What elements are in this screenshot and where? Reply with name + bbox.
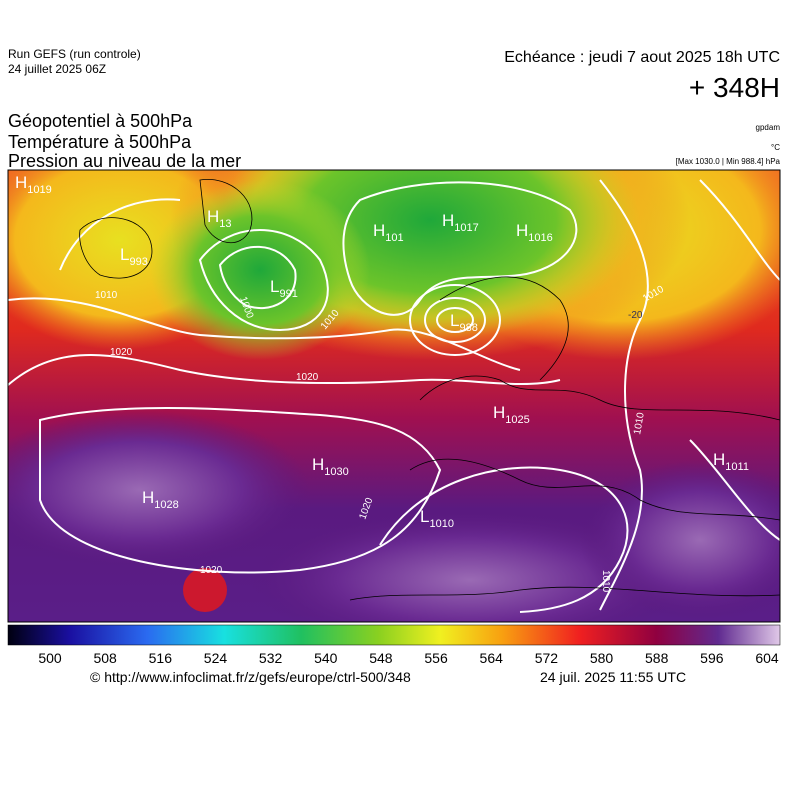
colorbar-label: 588 xyxy=(645,650,669,666)
pressure-center: L988 xyxy=(450,311,478,334)
pressure-center: H1017 xyxy=(442,211,479,234)
pressure-center: H1025 xyxy=(493,403,530,426)
center-letter: L xyxy=(450,311,459,330)
center-letter: H xyxy=(713,450,725,469)
center-value: 1016 xyxy=(528,232,552,244)
colorbar xyxy=(7,624,781,646)
field-title: Pression au niveau de la mer xyxy=(8,151,241,171)
center-value: 1017 xyxy=(454,222,478,234)
center-value: 1019 xyxy=(27,184,51,196)
run-date: 24 juillet 2025 06Z xyxy=(8,62,106,76)
center-value: 1028 xyxy=(154,499,178,511)
pressure-center: H1028 xyxy=(142,488,179,511)
colorbar-label: 532 xyxy=(259,650,283,666)
map xyxy=(8,170,780,622)
isobar-label: 1020 xyxy=(200,565,223,576)
center-letter: L xyxy=(120,245,129,264)
map-frame xyxy=(7,169,781,623)
unit: [Max 1030.0 | Min 988.4] hPa xyxy=(676,157,781,166)
center-letter: H xyxy=(142,488,154,507)
colorbar-label: 572 xyxy=(535,650,559,666)
center-value: 1010 xyxy=(429,518,453,530)
center-letter: H xyxy=(516,221,528,240)
pressure-center: H1016 xyxy=(516,221,553,244)
center-value: 991 xyxy=(279,288,297,300)
colorbar-label: 508 xyxy=(93,650,117,666)
source-url: © http://www.infoclimat.fr/z/gefs/europe… xyxy=(90,669,411,685)
isobar-label: 1010 xyxy=(600,570,611,593)
center-value: 13 xyxy=(219,218,231,230)
center-letter: H xyxy=(15,173,27,192)
forecast-time: Echéance : jeudi 7 aout 2025 18h UTC xyxy=(504,49,780,66)
center-letter: L xyxy=(270,277,279,296)
center-letter: H xyxy=(312,455,324,474)
pressure-center: H101 xyxy=(373,221,404,244)
pressure-center: H13 xyxy=(207,207,232,230)
pressure-center: L1010 xyxy=(420,507,454,530)
field-title: Géopotentiel à 500hPa xyxy=(8,111,193,131)
unit: gpdam xyxy=(756,123,781,132)
colorbar-label: 564 xyxy=(480,650,504,666)
center-letter: H xyxy=(207,207,219,226)
isobar-label: -20 xyxy=(628,310,643,321)
generated-time: 24 juil. 2025 11:55 UTC xyxy=(540,669,686,685)
isobar-label: 1010 xyxy=(632,411,647,435)
field-title: Température à 500hPa xyxy=(8,132,192,152)
center-letter: H xyxy=(373,221,385,240)
center-value: 988 xyxy=(459,322,477,334)
pressure-center: H1019 xyxy=(15,173,52,196)
isobar-label: 1010 xyxy=(95,290,118,301)
colorbar-label: 548 xyxy=(369,650,393,666)
isobar-label: 1020 xyxy=(296,372,319,383)
center-letter: H xyxy=(442,211,454,230)
center-letter: L xyxy=(420,507,429,526)
center-value: 1030 xyxy=(324,466,348,478)
colorbar-label: 540 xyxy=(314,650,338,666)
unit: °C xyxy=(771,143,780,152)
colorbar-label: 604 xyxy=(755,650,779,666)
pressure-center: H1011 xyxy=(713,450,749,473)
colorbar-label: 580 xyxy=(590,650,614,666)
run-label: Run GEFS (run controle) xyxy=(8,47,141,61)
center-value: 1011 xyxy=(725,461,749,473)
lead-time: + 348H xyxy=(689,72,780,103)
colorbar-label: 516 xyxy=(149,650,173,666)
center-value: 101 xyxy=(385,232,403,244)
colorbar-label: 524 xyxy=(204,650,228,666)
center-value: 1025 xyxy=(505,414,529,426)
isobar-label: 1020 xyxy=(110,347,133,358)
pressure-center: L991 xyxy=(270,277,298,300)
colorbar-label: 556 xyxy=(424,650,448,666)
center-letter: H xyxy=(493,403,505,422)
colorbar-label: 500 xyxy=(38,650,62,666)
center-value: 993 xyxy=(129,256,147,268)
pressure-center: L993 xyxy=(120,245,148,268)
colorbar-label: 596 xyxy=(700,650,724,666)
pressure-center: H1030 xyxy=(312,455,349,478)
